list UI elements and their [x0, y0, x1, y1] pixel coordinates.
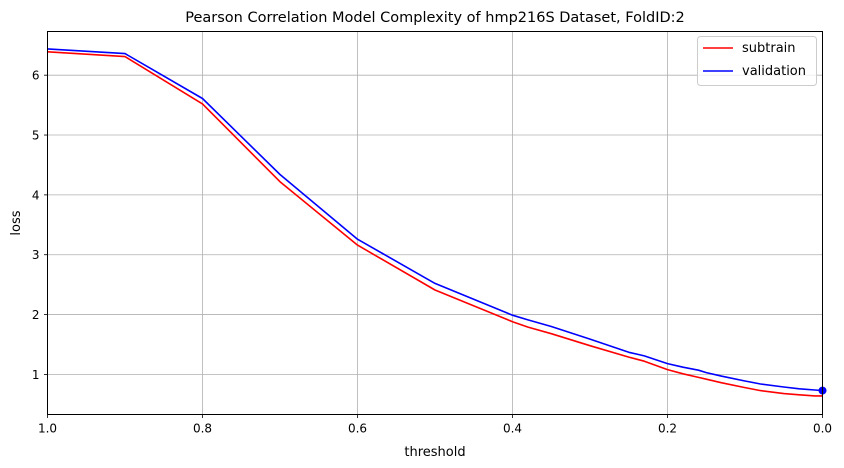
y-tick-label: 6: [32, 69, 40, 83]
y-tick-label: 4: [32, 188, 40, 202]
x-tick-label: 1.0: [38, 422, 57, 436]
series-layer: [47, 48, 827, 397]
legend-label-validation: validation: [742, 64, 806, 79]
y-tick-label: 1: [32, 368, 40, 382]
y-tick-label: 5: [32, 129, 40, 143]
x-tick-label: 0.4: [503, 422, 522, 436]
x-tick-label: 0.2: [658, 422, 677, 436]
x-axis-label: threshold: [404, 445, 465, 460]
legend: subtrain validation: [697, 36, 817, 86]
y-axis: 1 2 3 4 5 6: [32, 69, 48, 382]
series-line-validation: [47, 48, 823, 392]
y-axis-label: loss: [9, 210, 24, 235]
x-tick-label: 0.6: [348, 422, 367, 436]
legend-label-subtrain: subtrain: [742, 41, 796, 56]
plot-frame: [47, 31, 823, 415]
chart-title: Pearson Correlation Model Complexity of …: [185, 10, 685, 26]
y-tick-label: 2: [32, 308, 40, 322]
y-tick-label: 3: [32, 248, 40, 262]
grid-lines: [47, 31, 823, 415]
series-line-subtrain: [47, 51, 823, 397]
x-tick-label: 0.0: [813, 422, 832, 436]
x-axis: 1.0 0.8 0.6 0.4 0.2 0.0: [38, 414, 832, 436]
x-tick-label: 0.8: [193, 422, 212, 436]
